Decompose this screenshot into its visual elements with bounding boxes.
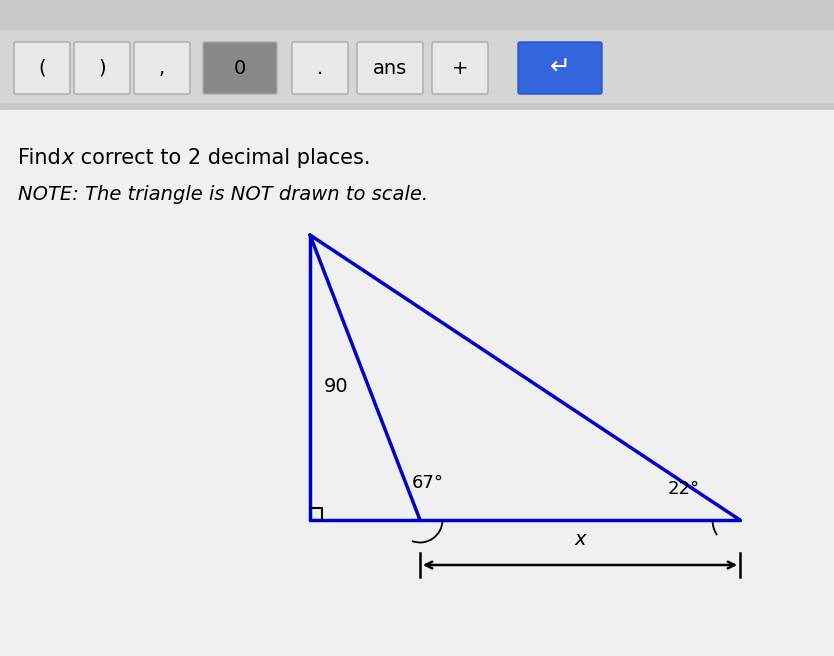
Text: 22°: 22° [668,480,700,498]
Text: ↵: ↵ [550,56,570,80]
FancyBboxPatch shape [432,42,488,94]
Text: correct to 2 decimal places.: correct to 2 decimal places. [74,148,370,168]
Text: 67°: 67° [412,474,444,492]
Text: x: x [575,530,585,549]
Bar [0,30,834,102]
Text: +: + [452,58,468,77]
Text: 90: 90 [324,377,349,396]
FancyBboxPatch shape [357,42,423,94]
FancyBboxPatch shape [292,42,348,94]
FancyBboxPatch shape [134,42,190,94]
FancyBboxPatch shape [203,42,277,94]
Bar [0,110,834,656]
Text: (: ( [38,58,46,77]
FancyBboxPatch shape [74,42,130,94]
FancyBboxPatch shape [518,42,602,94]
Text: .: . [317,58,323,77]
Bar [0,0,834,110]
FancyBboxPatch shape [14,42,70,94]
Text: ans: ans [373,58,407,77]
Text: x: x [62,148,74,168]
Text: 0: 0 [234,58,246,77]
Text: Find: Find [18,148,68,168]
Text: ): ) [98,58,106,77]
Text: ,: , [159,58,165,77]
Text: NOTE: The triangle is NOT drawn to scale.: NOTE: The triangle is NOT drawn to scale… [18,185,428,204]
